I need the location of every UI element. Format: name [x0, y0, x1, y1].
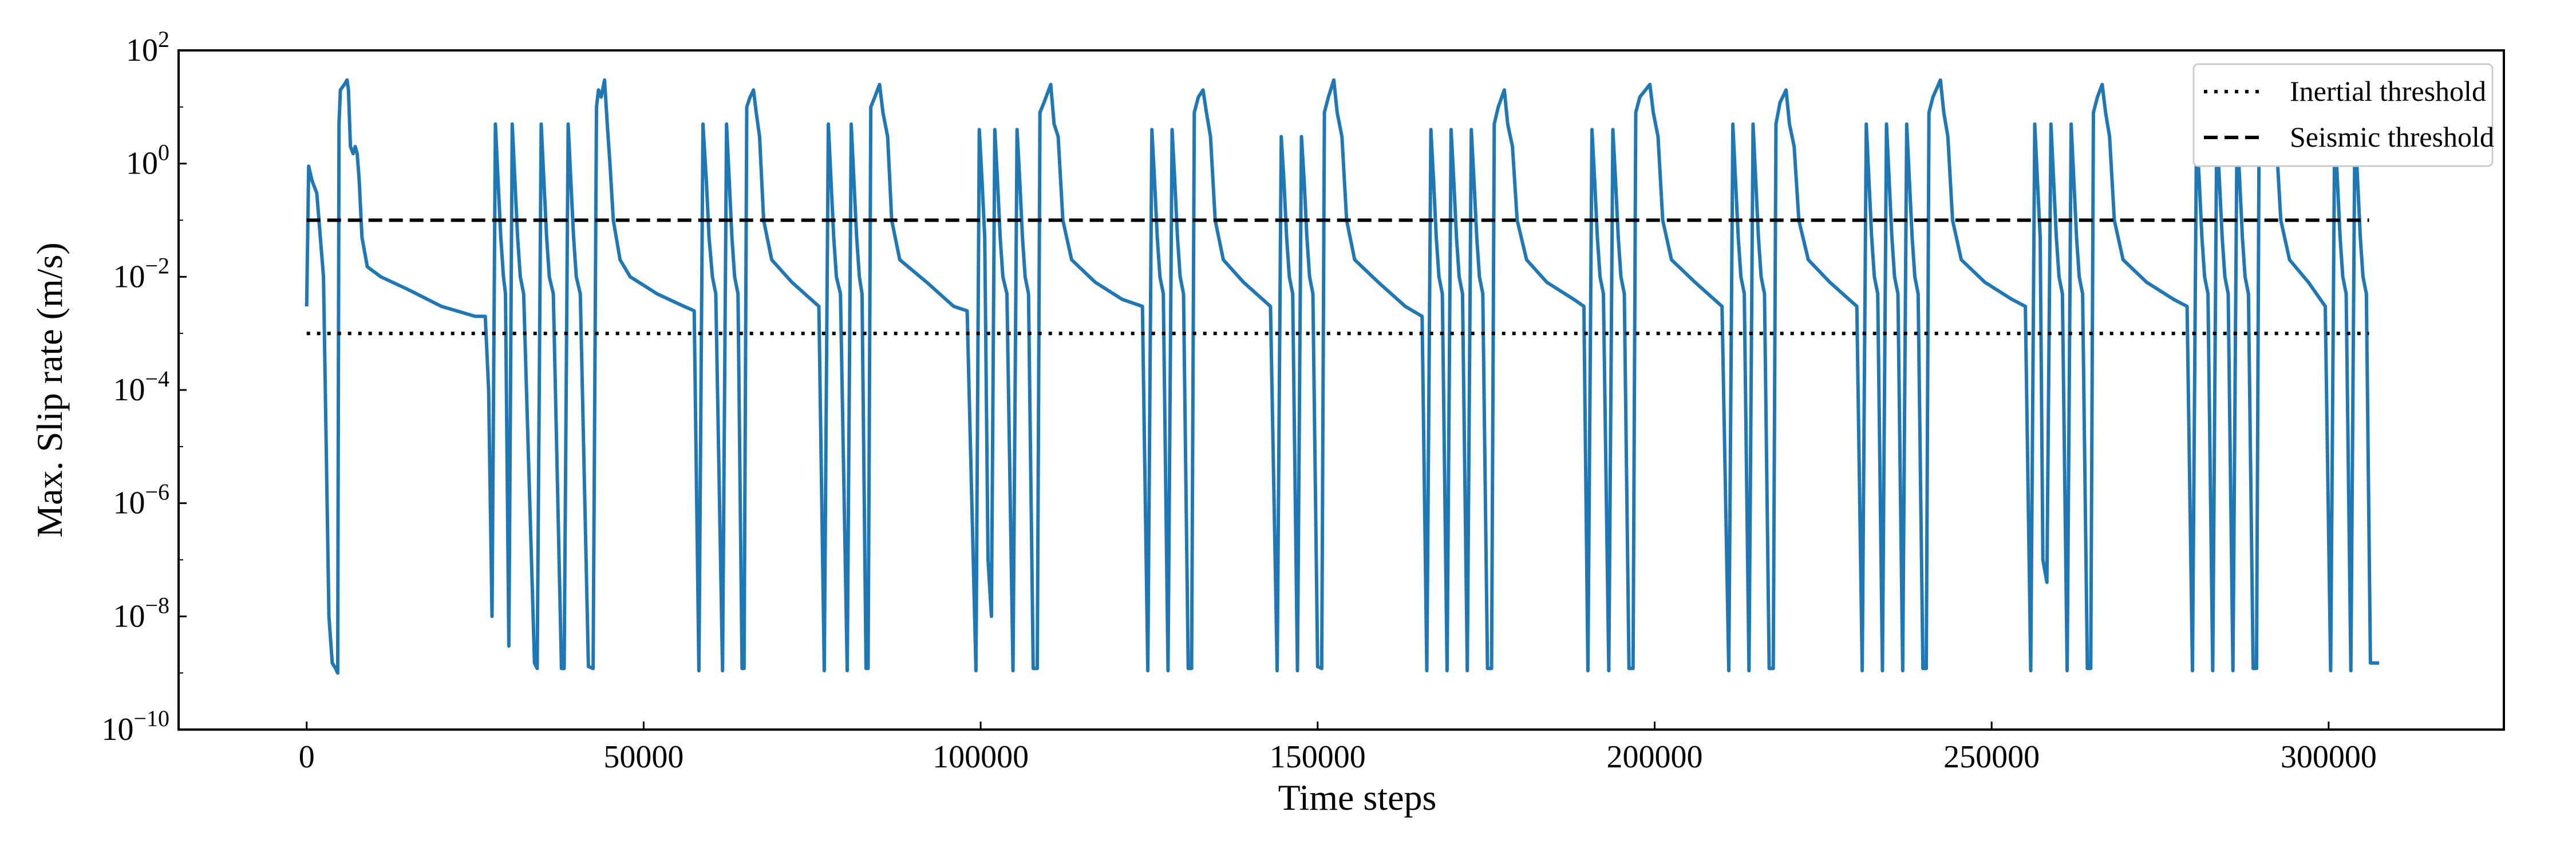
- slip-rate-line: [305, 78, 2380, 675]
- legend-box: [2192, 63, 2494, 167]
- x-tick-label: 200000: [1606, 739, 1702, 775]
- y-tick-label: 10−2: [113, 253, 169, 294]
- y-tick-label: 100: [126, 140, 169, 182]
- x-tick-label: 0: [299, 739, 315, 775]
- y-axis-ticks: 102 100 10−2 10−4 10−6 10−8 10−10: [101, 26, 187, 747]
- x-tick-label: 300000: [2281, 739, 2377, 775]
- y-tick-label: 10−10: [101, 706, 169, 747]
- legend-seismic-label: Seismic threshold: [2290, 121, 2494, 153]
- y-tick-label: 10−8: [113, 592, 169, 634]
- legend: Inertial threshold Seismic threshold: [2192, 63, 2494, 167]
- y-tick-label: 10−6: [113, 479, 169, 521]
- x-axis-ticks: 0 50000 100000 150000 200000 250000 300000: [299, 722, 2377, 775]
- x-tick-label: 100000: [933, 739, 1029, 775]
- x-tick-label: 150000: [1270, 739, 1366, 775]
- x-tick-label: 250000: [1943, 739, 2040, 775]
- y-tick-label: 10−4: [113, 366, 169, 408]
- y-tick-label: 102: [126, 26, 169, 68]
- x-tick-label: 50000: [603, 739, 683, 775]
- legend-inertial-label: Inertial threshold: [2290, 75, 2486, 107]
- x-axis-title: Time steps: [1278, 777, 1437, 818]
- series-layer: [305, 78, 2380, 675]
- y-axis-title: Max. Slip rate (m/s): [29, 242, 70, 537]
